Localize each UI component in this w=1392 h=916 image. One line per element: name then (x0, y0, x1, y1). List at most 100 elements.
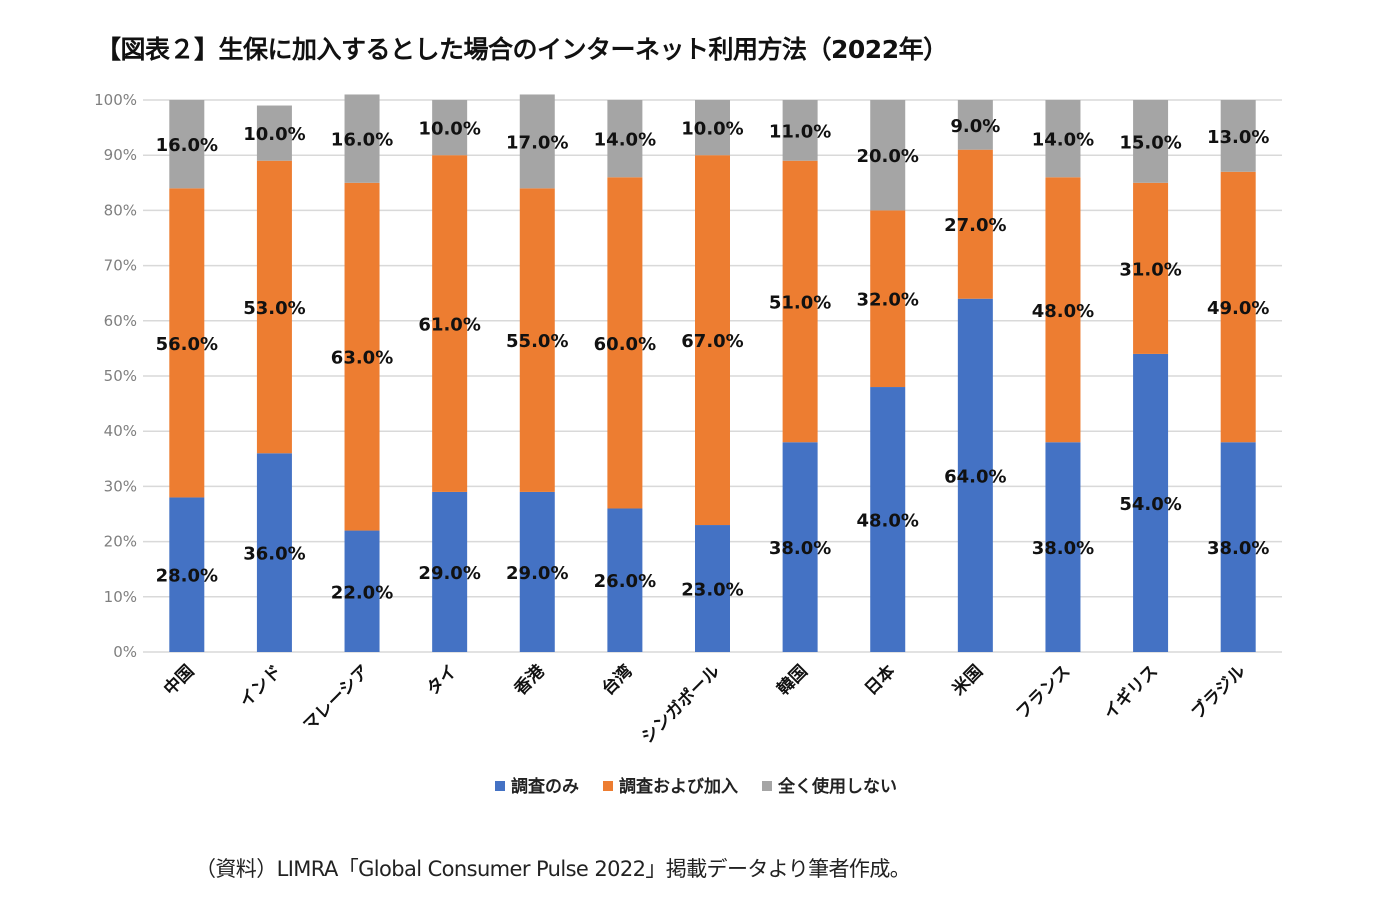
legend-item: 調査のみ (495, 772, 579, 797)
data-label: 29.0% (506, 563, 568, 584)
data-label: 26.0% (594, 571, 656, 592)
data-label: 31.0% (1119, 259, 1181, 280)
data-label: 16.0% (156, 135, 218, 156)
data-label: 38.0% (1207, 538, 1269, 559)
y-tick-label: 90% (104, 146, 137, 164)
data-label: 67.0% (681, 331, 743, 352)
chart-title: 【図表２】生保に加入するとした場合のインターネット利用方法（2022年） (96, 35, 948, 64)
data-label: 60.0% (594, 334, 656, 355)
data-label: 56.0% (156, 334, 218, 355)
data-label: 48.0% (1032, 301, 1094, 322)
bar-segment (782, 160, 818, 443)
y-tick-label: 20% (104, 533, 137, 551)
data-label: 15.0% (1119, 132, 1181, 153)
data-label: 16.0% (331, 130, 393, 151)
x-tick-label: フランス (1013, 661, 1075, 723)
bar-segment (1045, 100, 1081, 178)
x-tick-label: 台湾 (598, 661, 637, 700)
bar-segment (607, 177, 643, 509)
y-axis: 0% 10% 20% 30% 40% 50% 60% 70% 80% 90% 100% (94, 91, 137, 661)
bar-segment (870, 100, 906, 211)
bar-segment (256, 105, 292, 161)
data-label: 20.0% (857, 146, 919, 167)
legend: 調査のみ 調査および加入 全く使用しない (0, 772, 1392, 797)
data-label: 36.0% (243, 544, 305, 565)
data-label: 14.0% (1032, 130, 1094, 151)
data-labels: 28.0% 56.0% 16.0% 36.0% 53.0% 10.0% 22.0% 63.0%… (156, 116, 1270, 603)
x-tick-label: 米国 (948, 661, 987, 700)
bar-segment (256, 453, 292, 652)
bar-segment (1220, 171, 1256, 443)
data-label: 49.0% (1207, 298, 1269, 319)
data-label: 23.0% (681, 580, 743, 601)
data-label: 48.0% (857, 511, 919, 532)
x-tick-label: イギリス (1100, 661, 1162, 723)
bar-segment (607, 508, 643, 652)
bar-segment (169, 497, 205, 652)
y-tick-label: 60% (104, 312, 137, 330)
x-tick-label: 韓国 (773, 661, 812, 700)
bar-segment (432, 100, 468, 156)
bar-segment (1045, 177, 1081, 443)
legend-swatch (495, 781, 505, 791)
bar-segment (344, 530, 380, 652)
x-tick-label: 中国 (159, 661, 198, 700)
bar-segment (695, 100, 730, 156)
x-tick-label: 香港 (510, 660, 550, 700)
legend-label: 調査のみ (511, 777, 579, 797)
bar-segment (169, 188, 205, 498)
data-label: 63.0% (331, 348, 393, 369)
x-tick-label: 日本 (860, 661, 899, 700)
bar-segment (957, 100, 993, 150)
y-tick-label: 30% (104, 477, 137, 495)
data-label: 11.0% (769, 121, 831, 142)
data-label: 22.0% (331, 582, 393, 603)
y-tick-label: 10% (104, 588, 137, 606)
legend-item: 全く使用しない (762, 772, 897, 797)
data-label: 53.0% (243, 298, 305, 319)
bar-segment (169, 100, 205, 189)
bar-segment (1133, 353, 1169, 652)
bar-segment (344, 94, 380, 183)
x-axis: 中国 インド マレーシア タイ 香港 台湾 シンガポール 韓国 日本 米国 フランス イギリス ブラジル (159, 660, 1249, 748)
bar-segment (957, 149, 993, 299)
bar-segment (519, 94, 555, 189)
bar-segment (870, 210, 906, 388)
bar-segment (1220, 100, 1256, 172)
bar-segment (432, 491, 468, 652)
data-label: 10.0% (418, 119, 480, 140)
bar-segment (1045, 442, 1081, 652)
y-tick-label: 80% (104, 201, 137, 219)
y-tick-label: 50% (104, 367, 137, 385)
data-label: 55.0% (506, 331, 568, 352)
data-label: 51.0% (769, 292, 831, 313)
y-tick-label: 70% (104, 257, 137, 275)
data-label: 29.0% (418, 563, 480, 584)
bar-segment (1220, 442, 1256, 652)
bar-segment (782, 442, 818, 652)
x-tick-label: インド (236, 661, 286, 711)
data-label: 28.0% (156, 566, 218, 587)
bar-segment (957, 298, 993, 652)
source-note: （資料）LIMRA「Global Consumer Pulse 2022」掲載デ… (195, 857, 911, 881)
x-tick-label: タイ (423, 661, 461, 699)
data-label: 38.0% (1032, 538, 1094, 559)
bar-segment (695, 155, 730, 526)
legend-swatch (762, 781, 772, 791)
data-label: 13.0% (1207, 127, 1269, 148)
bar-segment (607, 100, 643, 178)
data-label: 32.0% (857, 290, 919, 311)
data-label: 9.0% (950, 116, 1000, 137)
data-label: 54.0% (1119, 494, 1181, 515)
legend-swatch (603, 781, 613, 791)
bar-segment (782, 100, 818, 161)
bar-segment (344, 182, 380, 531)
bar-segment (695, 525, 730, 652)
bar-segment (432, 155, 468, 492)
x-tick-label: ブラジル (1187, 661, 1250, 724)
legend-label: 調査および加入 (619, 777, 738, 797)
data-label: 17.0% (506, 132, 568, 153)
bar-segment (1133, 100, 1169, 183)
bar-segment (519, 491, 555, 652)
x-tick-label: マレーシア (300, 661, 374, 735)
